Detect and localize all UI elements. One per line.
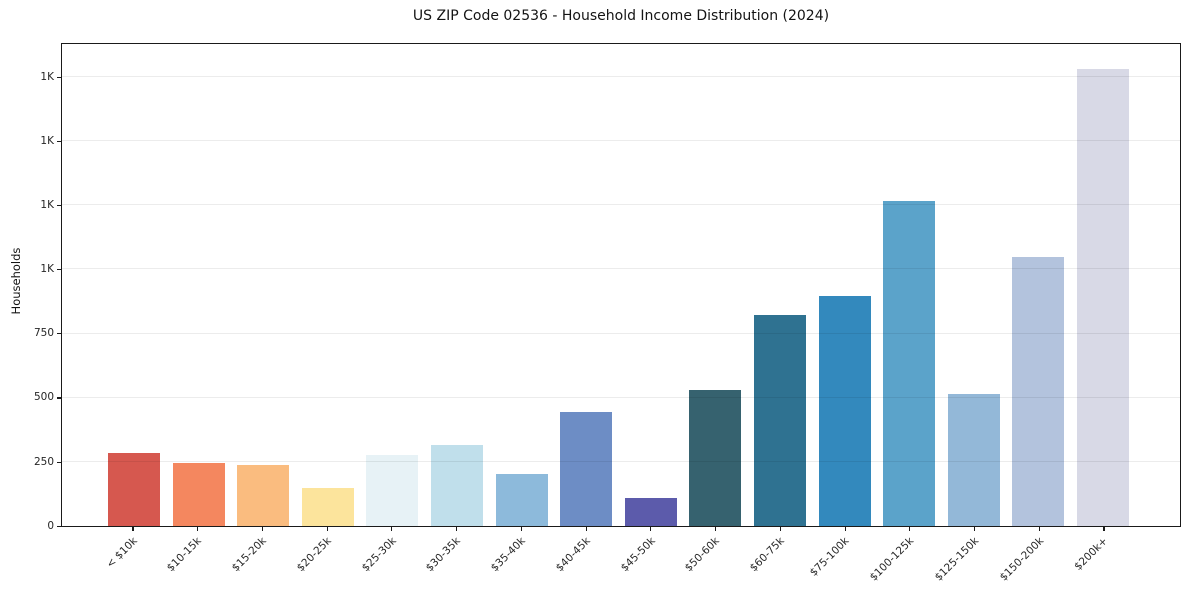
bars-container [108, 44, 1129, 526]
bar-$10-15k [172, 462, 225, 526]
bar-< $10k [108, 452, 160, 526]
xtick-label: $60-75k [747, 535, 787, 575]
bar-$150-200k [1012, 257, 1065, 526]
xtick-mark-< $10k [132, 527, 134, 531]
ytick-mark-1000 [57, 269, 61, 271]
bar-$75-100k [818, 296, 871, 526]
xtick-mark-$150-200k [1038, 527, 1040, 531]
gridline-750 [62, 332, 1180, 334]
xtick-label: $20-25k [294, 535, 334, 575]
ytick-mark-1500 [57, 140, 61, 142]
ytick-label-1000: 1K [40, 263, 54, 276]
xtick-label: $50-60k [682, 535, 723, 575]
ytick-label-1500: 1K [40, 134, 54, 147]
xtick-mark-$45-50k [650, 527, 652, 531]
xtick-label: $45-50k [618, 535, 658, 575]
xtick-mark-$25-30k [391, 527, 393, 531]
xtick-label: $35-40k [488, 535, 528, 575]
bar-$25-30k [366, 455, 419, 526]
xtick-mark-$75-100k [844, 527, 846, 531]
xtick-mark-$15-20k [261, 527, 264, 531]
ytick-mark-0 [57, 525, 61, 527]
xtick-mark-$30-35k [456, 527, 458, 531]
xtick-label: $100-125k [867, 535, 917, 584]
xtick-mark-$40-45k [585, 527, 587, 531]
xtick-label: $75-100k [807, 535, 852, 579]
bar-$200k+ [1076, 69, 1129, 526]
ytick-mark-250 [57, 461, 61, 463]
bar-$125-150k [947, 394, 1000, 526]
gridline-1250 [62, 204, 1180, 206]
plot-area [61, 43, 1181, 527]
xtick-mark-$60-75k [779, 527, 781, 531]
ytick-label-1750: 1K [40, 70, 54, 83]
xtick-label: $25-30k [359, 535, 399, 575]
bar-$100-125k [883, 200, 936, 526]
xtick-label: $200k+ [1072, 535, 1111, 573]
xtick-mark-$20-25k [326, 527, 328, 531]
bar-$60-75k [753, 314, 806, 526]
xtick-mark-$10-15k [197, 527, 199, 531]
gridline-1000 [62, 268, 1180, 270]
ytick-label-0: 0 [47, 519, 54, 532]
xtick-label: $10-15k [165, 535, 205, 575]
gridline-250 [62, 460, 1180, 462]
ytick-mark-500 [57, 397, 61, 399]
xtick-label: < $10k [103, 535, 140, 571]
bar-$20-25k [301, 487, 354, 526]
xtick-label: $30-35k [424, 535, 464, 575]
ytick-label-750: 750 [33, 327, 54, 340]
ytick-label-250: 250 [33, 455, 54, 468]
xtick-mark-$100-125k [909, 527, 911, 531]
xtick-mark-$125-150k [973, 527, 976, 531]
ytick-mark-1250 [57, 204, 61, 207]
chart-title: US ZIP Code 02536 - Household Income Dis… [412, 8, 830, 24]
xtick-label: $125-150k [932, 535, 981, 584]
y-axis-label: Households [9, 247, 23, 315]
bar-$15-20k [237, 464, 290, 526]
ytick-label-500: 500 [33, 391, 54, 404]
xtick-mark-$200k+ [1103, 527, 1105, 531]
xtick-label: $15-20k [229, 535, 269, 575]
xtick-label: $40-45k [553, 535, 593, 575]
bar-$45-50k [624, 497, 677, 526]
ytick-label-1250: 1K [40, 198, 54, 211]
ytick-mark-750 [57, 333, 61, 335]
bar-$50-60k [689, 390, 742, 526]
xtick-mark-$35-40k [520, 527, 522, 531]
gridline-1500 [62, 140, 1180, 142]
xtick-mark-$50-60k [715, 527, 717, 531]
gridline-500 [62, 396, 1180, 398]
bar-$40-45k [560, 411, 613, 526]
xtick-label: $150-200k [997, 535, 1046, 584]
bar-$35-40k [495, 474, 548, 526]
bar-$30-35k [430, 445, 483, 526]
ytick-mark-1750 [57, 76, 61, 78]
gridline-1750 [62, 75, 1180, 77]
